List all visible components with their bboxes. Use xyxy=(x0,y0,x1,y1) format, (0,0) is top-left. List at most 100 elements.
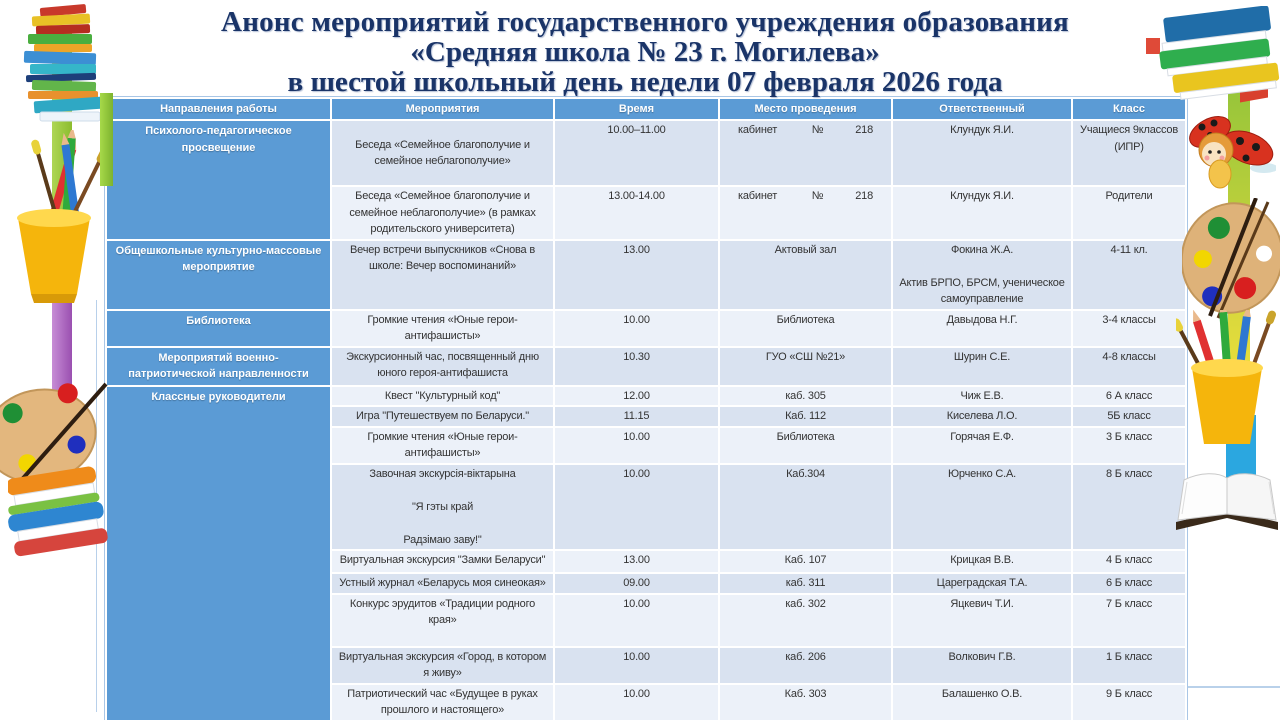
table-cell: Каб. 112 xyxy=(718,405,893,428)
table-cell: Библиотека xyxy=(718,308,893,348)
col-header-class: Класс xyxy=(1071,97,1187,121)
table-cell: 10.30 xyxy=(553,345,720,387)
table-cell: Вечер встречи выпускников «Снова в школе… xyxy=(330,238,555,311)
palette-icon xyxy=(1182,198,1280,319)
table-cell: 09.00 xyxy=(553,572,720,595)
table-cell: 10.00 xyxy=(553,682,720,720)
table-cell: Каб. 107 xyxy=(718,549,893,574)
table-cell: 6 А класс xyxy=(1071,384,1187,407)
table-cell: Библиотека xyxy=(718,425,893,465)
table-cell: Конкурс эрудитов «Традиции родного края» xyxy=(330,592,555,648)
table-row: Игра "Путешествуем по Беларуси." 11.15 Каб… xyxy=(106,405,1187,428)
table-cell: 3-4 классы xyxy=(1071,308,1187,348)
table-cell: 13.00-14.00 xyxy=(553,185,720,241)
pencil-cup-icon xyxy=(1176,310,1276,444)
table-cell: Игра "Путешествуем по Беларуси." xyxy=(330,405,555,428)
table-cell: 11.15 xyxy=(553,405,720,428)
table-cell: Громкие чтения «Юные герои-антифашисты» xyxy=(330,425,555,465)
table-row: Виртуальная экскурсия «Город, в котором … xyxy=(106,645,1187,685)
pencil-cup-icon xyxy=(17,130,101,303)
table-cell: Актовый зал xyxy=(718,238,893,311)
table-row: Классные руководители Квест "Культурный к… xyxy=(105,384,1187,720)
direction-cell: Классные руководители xyxy=(105,384,332,720)
table-cell: Виртуальная экскурсия «Город, в котором … xyxy=(330,645,555,685)
table-cell: Яцкевич Т.И. xyxy=(891,592,1073,648)
table-row: Библиотека Громкие чтения «Юные герои-ант… xyxy=(105,308,1187,348)
table-cell: 10.00 xyxy=(553,645,720,685)
table-cell: Балашенко О.В. xyxy=(891,682,1073,720)
palette-icon xyxy=(0,382,108,486)
table-cell: Патриотический час «Будущее в руках прош… xyxy=(330,682,555,720)
title-line-3: в шестой школьный день недели 07 февраля… xyxy=(287,65,1003,98)
title-line-2: «Средняя школа № 23 г. Могилева» xyxy=(410,35,880,68)
table-cell: 10.00 xyxy=(553,308,720,348)
table-cell: 3 Б класс xyxy=(1071,425,1187,465)
table-cell: 6 Б класс xyxy=(1071,572,1187,595)
table-cell: 10.00 xyxy=(553,592,720,648)
col-header-responsible: Ответственный xyxy=(891,97,1073,121)
table-cell: Клундук Я.И. xyxy=(891,119,1073,187)
table-cell: Устный журнал «Беларусь моя синеокая» xyxy=(330,572,555,595)
table-cell: Волкович Г.В. xyxy=(891,645,1073,685)
table-cell: Экскурсионный час, посвященный дню юного… xyxy=(330,345,555,387)
table-cell: 4-11 кл. xyxy=(1071,238,1187,311)
table-cell: 7 Б класс xyxy=(1071,592,1187,648)
table-cell: 5Б класс xyxy=(1071,405,1187,428)
events-table-wrap: Направления работы Мероприятия Время Мес… xyxy=(104,96,1188,720)
table-row: Конкурс эрудитов «Традиции родного края»… xyxy=(106,592,1187,648)
table-row: Патриотический час «Будущее в руках прош… xyxy=(106,682,1187,720)
table-cell: 4-8 классы xyxy=(1071,345,1187,387)
table-cell: Каб.304 xyxy=(718,462,893,551)
table-cell: 10.00 xyxy=(553,425,720,465)
table-cell: 9 Б класс xyxy=(1071,682,1187,720)
table-cell: Чиж Е.В. xyxy=(891,384,1073,407)
table-cell: Крицкая В.В. xyxy=(891,549,1073,574)
table-cell: каб. 206 xyxy=(718,645,893,685)
table-cell: Квест "Культурный код" xyxy=(330,384,555,407)
table-row: Общешкольные культурно-массовые мероприя… xyxy=(105,238,1187,311)
table-cell: Киселева Л.О. xyxy=(891,405,1073,428)
table-cell: Громкие чтения «Юные герои-антифашисты» xyxy=(330,308,555,348)
table-cell: Беседа «Семейное благополучие и семейное… xyxy=(330,119,555,187)
table-cell: кабинет №218 xyxy=(718,119,893,187)
table-cell: 13.00 xyxy=(553,238,720,311)
col-header-events: Мероприятия xyxy=(330,97,555,121)
table-cell: Учащиеся 9классов (ИПР) xyxy=(1071,119,1187,187)
table-row: Психолого-педагогическое просвещение Бесе… xyxy=(105,119,1187,241)
red-tab xyxy=(1146,38,1160,54)
table-cell: Беседа «Семейное благополучие и семейное… xyxy=(330,185,555,241)
col-header-time: Время xyxy=(553,97,720,121)
table-row: Беседа «Семейное благополучие и семейное… xyxy=(106,185,1187,241)
table-cell: 10.00 xyxy=(553,462,720,551)
green-accent-bar xyxy=(100,93,113,186)
table-cell: кабинет №218 xyxy=(718,185,893,241)
col-header-directions: Направления работы xyxy=(105,97,332,121)
table-cell: ГУО «СШ №21» xyxy=(718,345,893,387)
books-stack-icon xyxy=(1159,6,1280,101)
ladybug-icon xyxy=(1189,116,1276,189)
table-cell: каб. 305 xyxy=(718,384,893,407)
table-cell: 10.00–11.00 xyxy=(553,119,720,187)
col-header-place: Место проведения xyxy=(718,97,893,121)
open-book-icon xyxy=(1176,473,1278,530)
table-cell: Виртуальная экскурсия "Замки Беларуси" xyxy=(330,549,555,574)
table-cell: 8 Б класс xyxy=(1071,462,1187,551)
direction-cell: Психолого-педагогическое просвещение xyxy=(105,119,332,241)
table-cell: Клундук Я.И. xyxy=(891,185,1073,241)
table-cell: Горячая Е.Ф. xyxy=(891,425,1073,465)
table-header-row: Направления работы Мероприятия Время Мес… xyxy=(105,97,1187,121)
table-row: Завочная экскурсія-віктарына "Я гэты кра… xyxy=(106,462,1187,551)
table-cell: Завочная экскурсія-віктарына "Я гэты кра… xyxy=(330,462,555,551)
table-cell: Цареградская Т.А. xyxy=(891,572,1073,595)
table-cell: Шурин С.Е. xyxy=(891,345,1073,387)
events-table-body: Психолого-педагогическое просвещение Бесе… xyxy=(105,119,1187,720)
direction-cell: Библиотека xyxy=(105,308,332,348)
table-row: Устный журнал «Беларусь моя синеокая» 09.… xyxy=(106,572,1187,595)
table-row: Громкие чтения «Юные герои-антифашисты» 1… xyxy=(106,425,1187,465)
table-cell: Каб. 303 xyxy=(718,682,893,720)
table-cell: 12.00 xyxy=(553,384,720,407)
table-cell: 4 Б класс xyxy=(1071,549,1187,574)
table-row: Мероприятий военно-патриотической направ… xyxy=(105,345,1187,387)
table-cell: Юрченко С.А. xyxy=(891,462,1073,551)
